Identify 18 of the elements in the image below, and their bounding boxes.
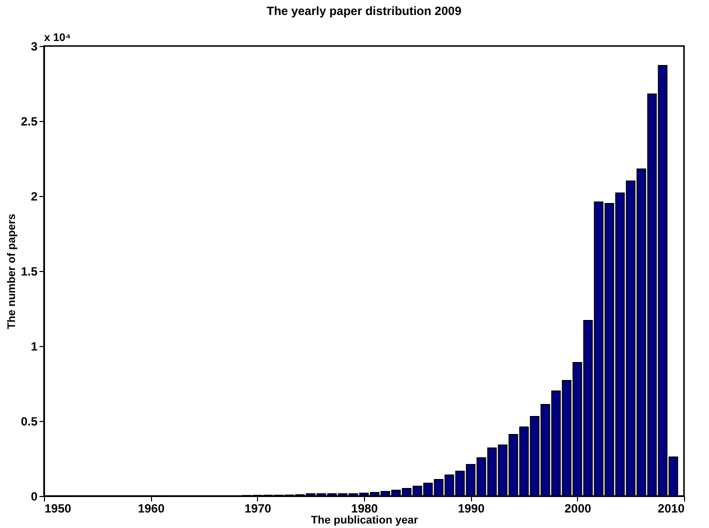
x-tick-label: 1960 — [138, 502, 165, 516]
y-tick-label: 2.5 — [20, 114, 38, 128]
x-tick-label: 2010 — [658, 502, 685, 516]
x-tick-label: 1980 — [351, 502, 378, 516]
y-tick-label: 1 — [30, 340, 38, 354]
y-tick-label: 0 — [30, 490, 38, 504]
x-tick-label: 2000 — [564, 502, 592, 516]
y-tick-label: 2 — [30, 190, 38, 204]
chart-title: The yearly paper distribution 2009 — [266, 4, 462, 18]
y-tick-label: 1.5 — [20, 264, 38, 278]
x-tick-label: 1950 — [44, 502, 72, 516]
x-tick-label: 1970 — [244, 502, 272, 516]
text: x 10⁴ — [44, 32, 71, 44]
y-tick-label: 3 — [30, 40, 38, 54]
x-axis-title: The publication year — [311, 514, 419, 526]
x-tick-label: 1990 — [458, 502, 485, 516]
y-tick-label: 0.5 — [20, 414, 38, 428]
y-axis-title: The number of papers — [6, 214, 18, 330]
